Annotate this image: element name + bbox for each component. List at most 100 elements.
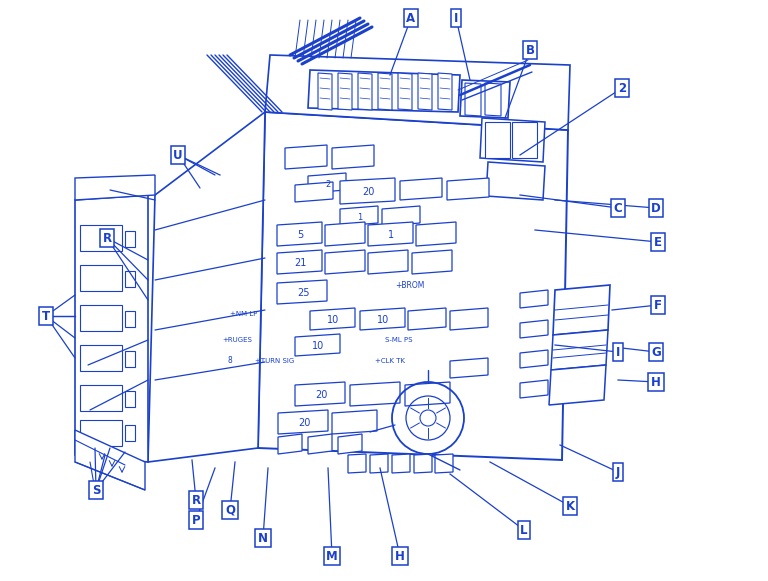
Polygon shape — [450, 308, 488, 330]
Polygon shape — [338, 434, 362, 454]
Polygon shape — [308, 434, 332, 454]
Bar — [80, 225, 122, 251]
Polygon shape — [340, 178, 395, 204]
Polygon shape — [340, 206, 378, 226]
Text: U: U — [174, 149, 183, 162]
Bar — [125, 425, 135, 441]
Text: 25: 25 — [296, 288, 310, 298]
Text: 8: 8 — [228, 356, 233, 365]
Polygon shape — [75, 195, 148, 462]
Polygon shape — [295, 182, 333, 202]
Polygon shape — [414, 454, 432, 473]
Polygon shape — [551, 330, 608, 370]
Polygon shape — [75, 430, 145, 490]
Text: 2: 2 — [326, 180, 331, 188]
Text: H: H — [651, 375, 661, 389]
Text: B: B — [525, 44, 535, 56]
Bar — [125, 231, 135, 247]
Polygon shape — [400, 178, 442, 200]
Bar — [80, 305, 122, 331]
Text: +TURN SIG: +TURN SIG — [255, 358, 294, 364]
Polygon shape — [447, 178, 489, 200]
Text: 2: 2 — [618, 81, 626, 95]
Polygon shape — [325, 250, 365, 274]
Polygon shape — [277, 222, 322, 246]
Polygon shape — [485, 83, 501, 116]
Text: C: C — [614, 202, 622, 214]
Polygon shape — [465, 83, 481, 116]
Text: A: A — [406, 12, 415, 24]
Bar — [80, 420, 122, 446]
Text: L: L — [520, 523, 528, 536]
Polygon shape — [277, 250, 322, 274]
Polygon shape — [258, 112, 568, 460]
Text: 10: 10 — [327, 315, 339, 325]
Text: +CLK TK: +CLK TK — [375, 358, 405, 364]
Polygon shape — [392, 454, 410, 473]
Text: S: S — [91, 483, 101, 497]
Text: T: T — [42, 310, 50, 322]
Polygon shape — [277, 280, 327, 304]
Polygon shape — [278, 410, 328, 434]
Polygon shape — [318, 73, 332, 110]
Bar — [485, 122, 510, 158]
Text: Q: Q — [225, 504, 235, 517]
Polygon shape — [398, 73, 412, 110]
Text: J: J — [616, 465, 621, 479]
Polygon shape — [416, 222, 456, 246]
Text: 20: 20 — [315, 390, 327, 400]
Text: P: P — [192, 514, 200, 526]
Text: I: I — [454, 12, 458, 24]
Polygon shape — [295, 382, 345, 406]
Polygon shape — [368, 250, 408, 274]
Polygon shape — [338, 73, 352, 110]
Polygon shape — [295, 334, 340, 356]
Text: H: H — [395, 550, 405, 562]
Polygon shape — [370, 454, 388, 473]
Polygon shape — [278, 434, 302, 454]
Text: M: M — [326, 550, 338, 562]
Polygon shape — [549, 365, 606, 405]
Bar — [125, 351, 135, 367]
Polygon shape — [368, 222, 413, 246]
Polygon shape — [520, 290, 548, 308]
Polygon shape — [308, 173, 346, 193]
Text: S-ML PS: S-ML PS — [385, 337, 412, 343]
Polygon shape — [435, 454, 453, 473]
Text: 21: 21 — [294, 258, 306, 268]
Polygon shape — [332, 145, 374, 169]
Polygon shape — [350, 382, 400, 406]
Polygon shape — [450, 358, 488, 378]
Bar — [512, 122, 537, 158]
Polygon shape — [310, 308, 355, 330]
Polygon shape — [486, 162, 545, 200]
Polygon shape — [412, 250, 452, 274]
Bar — [125, 271, 135, 287]
Polygon shape — [358, 73, 372, 110]
Polygon shape — [405, 382, 450, 406]
Polygon shape — [348, 454, 366, 473]
Text: +NM LP: +NM LP — [230, 311, 257, 317]
Polygon shape — [520, 380, 548, 398]
Polygon shape — [308, 70, 460, 112]
Text: R: R — [102, 231, 111, 245]
Text: 10: 10 — [313, 341, 325, 351]
Text: K: K — [565, 500, 574, 512]
Text: +RUGES: +RUGES — [222, 337, 252, 343]
Text: 20: 20 — [298, 418, 310, 428]
Text: 1: 1 — [389, 230, 395, 240]
Polygon shape — [520, 320, 548, 338]
Bar — [80, 385, 122, 411]
Bar — [125, 311, 135, 327]
Text: +BROM: +BROM — [395, 281, 425, 290]
Text: G: G — [651, 346, 661, 358]
Polygon shape — [325, 222, 365, 246]
Text: 20: 20 — [362, 187, 375, 197]
Polygon shape — [75, 175, 155, 200]
Text: F: F — [654, 299, 662, 311]
Polygon shape — [332, 410, 377, 434]
Bar — [80, 265, 122, 291]
Polygon shape — [553, 285, 610, 335]
Polygon shape — [520, 350, 548, 368]
Text: E: E — [654, 235, 662, 249]
